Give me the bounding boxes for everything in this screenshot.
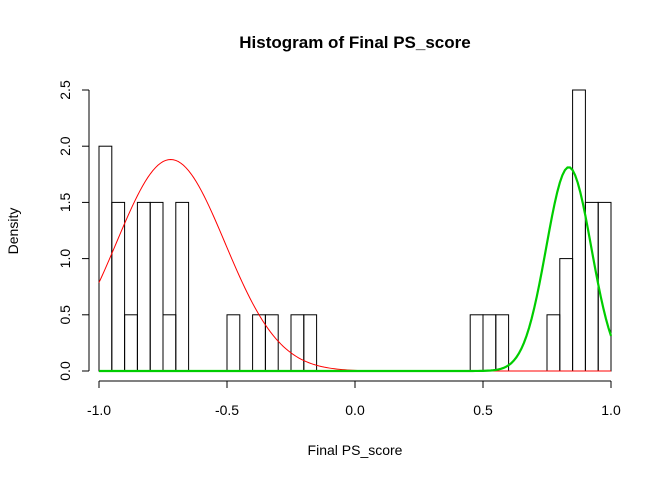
- histogram-bar: [469, 314, 484, 372]
- histogram-bar: [559, 258, 574, 372]
- x-tick-label: -1.0: [87, 402, 111, 418]
- histogram-bar: [124, 314, 138, 372]
- y-axis-label: Density: [5, 208, 21, 255]
- histogram-bar: [252, 314, 266, 372]
- x-tick-label: -0.5: [215, 402, 239, 418]
- y-tick-label: 0.5: [57, 305, 73, 325]
- histogram-bar: [546, 314, 561, 372]
- histogram-bars: [98, 89, 612, 372]
- density-curves: [98, 158, 613, 373]
- x-tick-label: 0.5: [473, 402, 493, 418]
- y-axis: 0.0 0.5 1.0 1.5 2.0 2.5: [57, 80, 90, 381]
- histogram-bar: [495, 314, 510, 372]
- y-tick-label: 1.5: [57, 192, 73, 212]
- y-tick-label: 2.0: [57, 136, 73, 156]
- histogram-bar: [482, 314, 497, 372]
- y-tick-label: 1.0: [57, 249, 73, 269]
- x-tick-label: 0.0: [345, 402, 365, 418]
- histogram-bar: [175, 201, 190, 372]
- x-axis-label: Final PS_score: [308, 442, 403, 458]
- y-tick-label: 2.5: [57, 80, 73, 100]
- x-axis: -1.0 -0.5 0.0 0.5 1.0: [87, 380, 621, 418]
- chart-title: Histogram of Final PS_score: [239, 33, 470, 52]
- histogram-bar: [162, 314, 177, 372]
- histogram-bar: [290, 314, 305, 372]
- y-tick-label: 0.0: [57, 361, 73, 381]
- histogram-bar: [226, 314, 241, 372]
- histogram-bar: [264, 314, 279, 372]
- x-tick-label: 1.0: [601, 402, 621, 418]
- histogram-bar: [149, 201, 164, 372]
- histogram-bar: [136, 201, 151, 372]
- histogram-bar: [597, 201, 612, 372]
- histogram-bar: [303, 314, 318, 372]
- green-density-curve: [99, 166, 613, 373]
- histogram-bar: [572, 89, 586, 372]
